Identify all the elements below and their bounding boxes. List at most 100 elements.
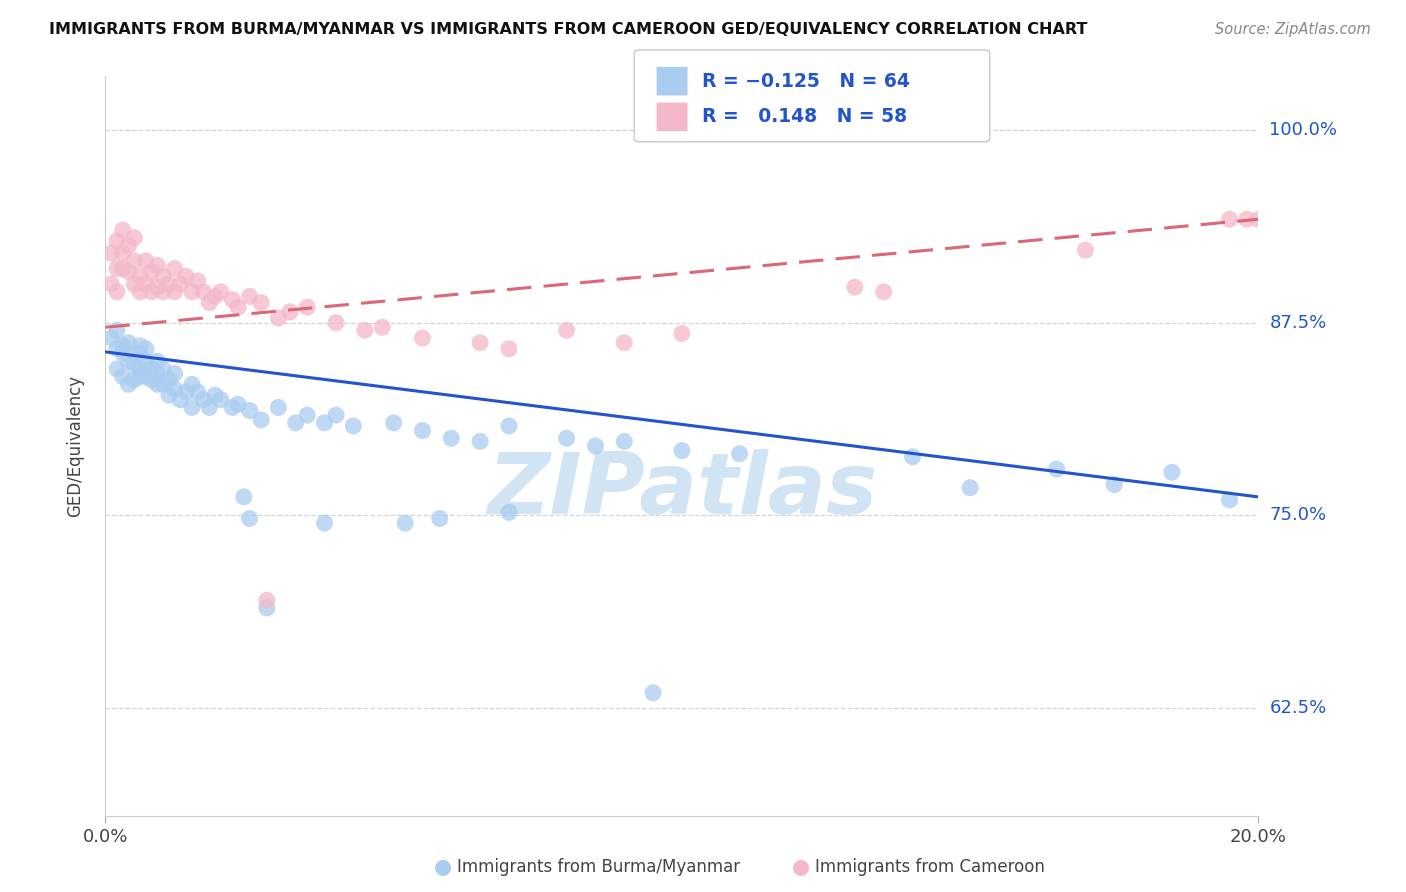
Point bbox=[342, 419, 364, 434]
Text: IMMIGRANTS FROM BURMA/MYANMAR VS IMMIGRANTS FROM CAMEROON GED/EQUIVALENCY CORREL: IMMIGRANTS FROM BURMA/MYANMAR VS IMMIGRA… bbox=[49, 22, 1088, 37]
Point bbox=[1074, 243, 1097, 257]
Point bbox=[105, 342, 128, 356]
Text: R =   0.148   N = 58: R = 0.148 N = 58 bbox=[702, 107, 907, 127]
Text: ZIPatlas: ZIPatlas bbox=[486, 449, 877, 532]
Point bbox=[180, 401, 204, 415]
Point bbox=[117, 335, 139, 350]
Text: R = −0.125   N = 64: R = −0.125 N = 64 bbox=[702, 71, 910, 91]
Point bbox=[221, 293, 243, 307]
Point bbox=[124, 357, 146, 371]
Point bbox=[278, 305, 301, 319]
Point bbox=[111, 346, 134, 360]
Point bbox=[163, 382, 186, 396]
Point bbox=[129, 346, 152, 360]
Point bbox=[325, 408, 347, 422]
Point bbox=[135, 253, 157, 268]
Point bbox=[129, 362, 152, 376]
Point bbox=[873, 285, 896, 299]
Point bbox=[314, 416, 336, 430]
Point bbox=[124, 346, 146, 360]
Point bbox=[728, 447, 751, 461]
Point bbox=[124, 373, 146, 387]
Point bbox=[100, 246, 122, 260]
Point bbox=[498, 505, 520, 519]
Point bbox=[250, 295, 273, 310]
Point bbox=[135, 277, 157, 291]
Point bbox=[100, 331, 122, 345]
Point bbox=[174, 269, 197, 284]
Point bbox=[498, 419, 520, 434]
Point bbox=[613, 434, 636, 449]
Point bbox=[1219, 212, 1241, 227]
Point bbox=[105, 362, 128, 376]
Point bbox=[105, 234, 128, 248]
Point bbox=[111, 223, 134, 237]
Point bbox=[124, 277, 146, 291]
Point bbox=[297, 408, 319, 422]
Point bbox=[141, 265, 163, 279]
Text: ●: ● bbox=[793, 857, 810, 877]
Point bbox=[117, 265, 139, 279]
Point bbox=[141, 373, 163, 387]
Text: ●: ● bbox=[434, 857, 451, 877]
Text: Immigrants from Burma/Myanmar: Immigrants from Burma/Myanmar bbox=[457, 858, 740, 876]
Text: 87.5%: 87.5% bbox=[1270, 314, 1327, 332]
Point bbox=[198, 295, 221, 310]
Point bbox=[844, 280, 866, 294]
Point bbox=[250, 413, 273, 427]
Point bbox=[129, 269, 152, 284]
Point bbox=[1219, 493, 1241, 508]
Text: 62.5%: 62.5% bbox=[1270, 699, 1327, 717]
Point bbox=[129, 285, 152, 299]
Point bbox=[100, 277, 122, 291]
Text: 75.0%: 75.0% bbox=[1270, 507, 1327, 524]
Text: 100.0%: 100.0% bbox=[1270, 120, 1337, 139]
Point bbox=[411, 424, 433, 438]
Point bbox=[585, 439, 607, 453]
Point bbox=[1236, 212, 1258, 227]
Point bbox=[1161, 465, 1184, 479]
Point bbox=[157, 373, 180, 387]
Point bbox=[157, 388, 180, 402]
Point bbox=[163, 367, 186, 381]
Point bbox=[256, 601, 278, 615]
Point bbox=[239, 511, 262, 525]
Point bbox=[204, 289, 226, 303]
Point bbox=[411, 331, 433, 345]
Point bbox=[297, 300, 319, 314]
Point bbox=[325, 316, 347, 330]
Point bbox=[314, 516, 336, 530]
Point bbox=[498, 342, 520, 356]
Point bbox=[394, 516, 416, 530]
Point bbox=[141, 285, 163, 299]
Point bbox=[470, 335, 492, 350]
Point bbox=[284, 416, 307, 430]
Point bbox=[163, 285, 186, 299]
Point bbox=[105, 323, 128, 337]
Point bbox=[239, 289, 262, 303]
Point bbox=[117, 354, 139, 368]
Point bbox=[111, 369, 134, 384]
Point bbox=[193, 285, 215, 299]
Point bbox=[187, 274, 209, 288]
Point bbox=[124, 231, 146, 245]
Point bbox=[256, 593, 278, 607]
Point bbox=[267, 310, 290, 325]
Point bbox=[169, 392, 191, 407]
Point bbox=[193, 392, 215, 407]
Point bbox=[117, 238, 139, 252]
Point bbox=[204, 388, 226, 402]
Point bbox=[959, 481, 981, 495]
Point bbox=[141, 362, 163, 376]
Point bbox=[180, 377, 204, 392]
Y-axis label: GED/Equivalency: GED/Equivalency bbox=[66, 375, 84, 517]
Point bbox=[226, 397, 249, 411]
Point bbox=[111, 339, 134, 353]
Point bbox=[555, 431, 578, 445]
Point bbox=[382, 416, 405, 430]
Point bbox=[129, 369, 152, 384]
Point bbox=[555, 323, 578, 337]
Text: Immigrants from Cameroon: Immigrants from Cameroon bbox=[815, 858, 1045, 876]
Point bbox=[124, 253, 146, 268]
Point bbox=[174, 384, 197, 399]
